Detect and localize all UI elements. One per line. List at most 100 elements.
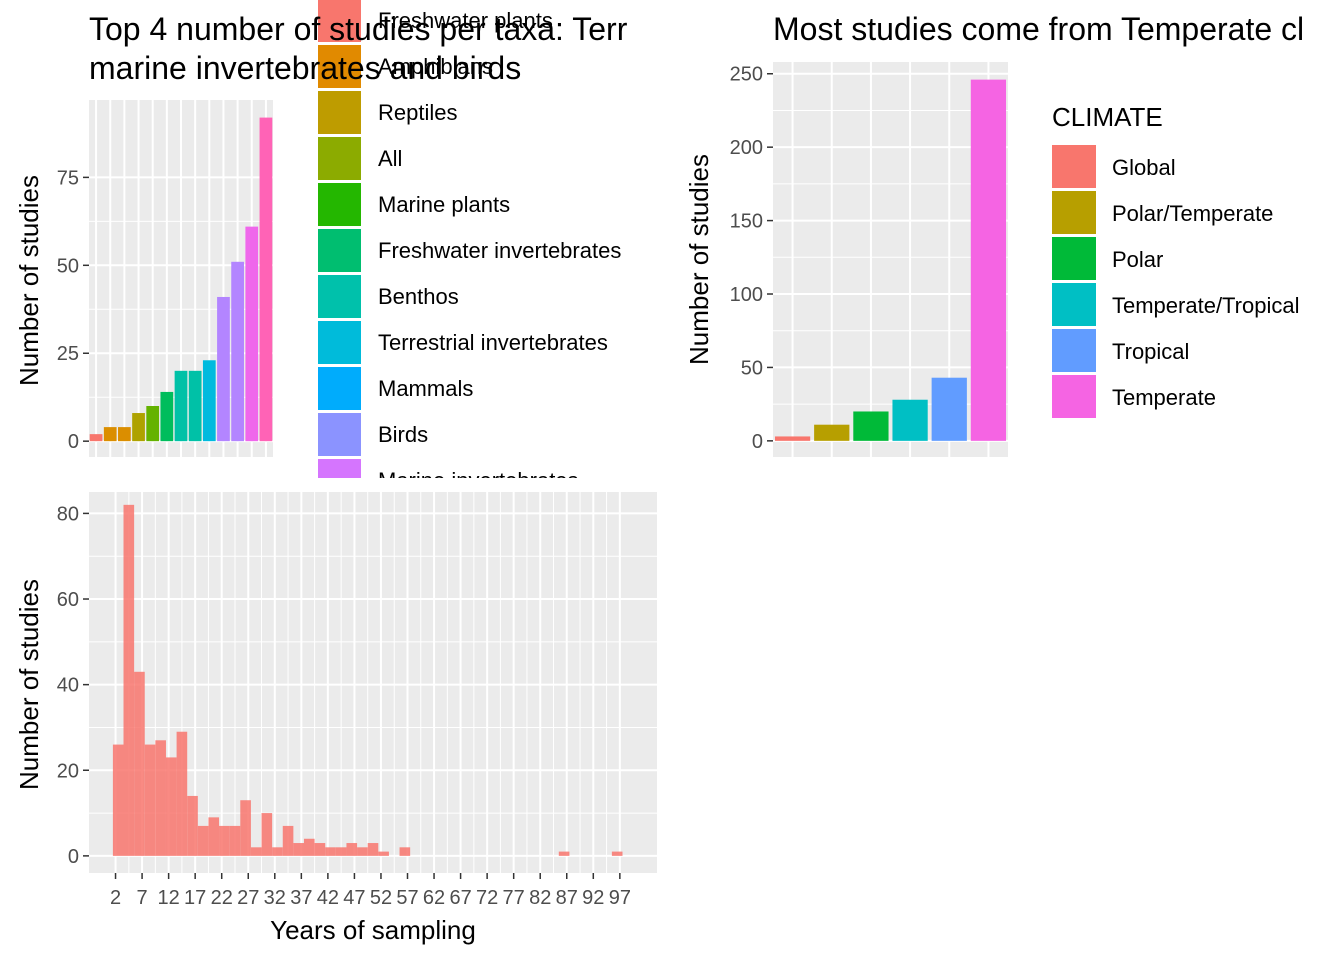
histogram-x-tick-label: 32 [264, 887, 286, 909]
histogram-bar [250, 847, 262, 856]
histogram-y-axis-title: Number of studies [14, 579, 44, 790]
taxa-bar [174, 370, 188, 442]
histogram-x-tick-label: 97 [609, 887, 631, 909]
histogram-x-tick-label: 17 [184, 887, 206, 909]
histogram-x-axis: 2 7 12 17 22 27 32 37 42 47 52 57 62 67 72 77 82 87 92 97 [110, 873, 631, 909]
histogram-x-tick-label: 52 [370, 887, 392, 909]
histogram-bar [282, 825, 294, 856]
climate-legend-label: Global [1112, 155, 1176, 180]
histogram-y-tick-label: 40 [57, 675, 79, 697]
taxa-bars [89, 117, 273, 442]
taxa-legend: Freshwater plants Amphibians Reptiles All Ma… [318, 0, 621, 493]
taxa-legend-key [318, 275, 361, 318]
histogram-bar [176, 731, 188, 856]
taxa-legend-key [318, 413, 361, 456]
histogram-bar [219, 825, 230, 856]
climate-bar [970, 79, 1007, 441]
taxa-bar [259, 117, 273, 442]
histogram-bar [357, 847, 368, 856]
climate-legend-label: Polar [1112, 247, 1163, 272]
taxa-bar [217, 296, 230, 442]
climate-y-axis: 0 50 100 150 200 250 [730, 64, 773, 453]
histogram-bar [335, 847, 347, 856]
histogram-bar [272, 847, 283, 856]
climate-legend-label: Tropical [1112, 339, 1189, 364]
histogram-y-tick-label: 20 [57, 760, 79, 782]
taxa-bar [245, 226, 259, 442]
histogram-bar [314, 843, 326, 856]
climate-legend-title: CLIMATE [1052, 102, 1163, 132]
climate-bars [774, 79, 1007, 441]
taxa-y-tick-label: 25 [57, 343, 79, 365]
climate-bar [931, 377, 967, 441]
histogram-x-tick-label: 82 [529, 887, 551, 909]
taxa-legend-key [318, 229, 361, 272]
climate-legend-key [1052, 145, 1096, 188]
histogram-x-tick-label: 47 [343, 887, 365, 909]
climate-y-tick-label: 150 [730, 211, 763, 233]
climate-legend-label: Temperate/Tropical [1112, 293, 1299, 318]
histogram-x-tick-label: 72 [476, 887, 498, 909]
taxa-bar [118, 427, 131, 442]
histogram-bars [112, 504, 623, 856]
climate-legend-key [1052, 237, 1096, 280]
histogram-x-tick-label: 92 [582, 887, 604, 909]
histogram-x-tick-label: 57 [396, 887, 418, 909]
climate-bar [774, 436, 811, 441]
taxa-bar [202, 360, 216, 442]
histogram-y-tick-label: 60 [57, 589, 79, 611]
taxa-bar [188, 370, 202, 442]
climate-y-tick-label: 200 [730, 137, 763, 159]
taxa-legend-label: Marine invertebrates [378, 468, 579, 493]
histogram-x-tick-label: 77 [503, 887, 525, 909]
histogram-bar [144, 744, 156, 856]
climate-y-axis-title: Number of studies [684, 154, 714, 365]
climate-plot-background [773, 62, 1008, 457]
climate-legend-key [1052, 191, 1096, 234]
histogram-y-tick-label: 80 [57, 503, 79, 525]
climate-legend-label: Temperate [1112, 385, 1216, 410]
histogram-x-tick-label: 42 [317, 887, 339, 909]
histogram-bar [208, 817, 220, 856]
climate-legend: Global Polar/Temperate Polar Temperate/Trop… [1052, 145, 1299, 418]
climate-bar [892, 399, 928, 441]
taxa-legend-key [318, 45, 361, 88]
taxa-bar [132, 413, 145, 442]
histogram-bar [293, 843, 304, 856]
histogram-bar [558, 851, 570, 856]
taxa-legend-key [318, 321, 361, 364]
taxa-legend-key [318, 459, 361, 478]
histogram-bar [165, 757, 177, 856]
taxa-legend-label: Birds [378, 422, 428, 447]
taxa-bar [146, 406, 160, 442]
taxa-legend-key [318, 137, 361, 180]
taxa-legend-label: All [378, 146, 402, 171]
taxa-bar [160, 391, 174, 442]
taxa-legend-label: Mammals [378, 376, 473, 401]
taxa-y-tick-label: 75 [57, 167, 79, 189]
taxa-y-axis: 0 25 50 75 [57, 167, 89, 453]
taxa-chart-panel: 0 25 50 75 Number of studies Freshwater pla… [14, 0, 628, 493]
histogram-bar [378, 851, 389, 856]
histogram-bar [303, 838, 315, 856]
taxa-legend-key [318, 183, 361, 226]
climate-chart-title: Most studies come from Temperate cl [773, 11, 1304, 47]
taxa-bar [89, 434, 103, 442]
histogram-x-tick-label: 7 [137, 887, 148, 909]
histogram-x-tick-label: 62 [423, 887, 445, 909]
histogram-x-axis-title: Years of sampling [270, 915, 476, 945]
histogram-bar [112, 744, 124, 856]
taxa-legend-key [318, 91, 361, 134]
climate-y-tick-label: 0 [752, 431, 763, 453]
climate-y-tick-label: 50 [741, 357, 763, 379]
climate-bar [814, 424, 850, 441]
histogram-x-tick-label: 27 [237, 887, 259, 909]
histogram-bar [187, 795, 198, 856]
histogram-bar [240, 800, 251, 856]
histogram-x-tick-label: 12 [158, 887, 180, 909]
histogram-x-tick-label: 2 [110, 887, 121, 909]
taxa-legend-key [318, 367, 361, 410]
taxa-bar [231, 261, 244, 442]
